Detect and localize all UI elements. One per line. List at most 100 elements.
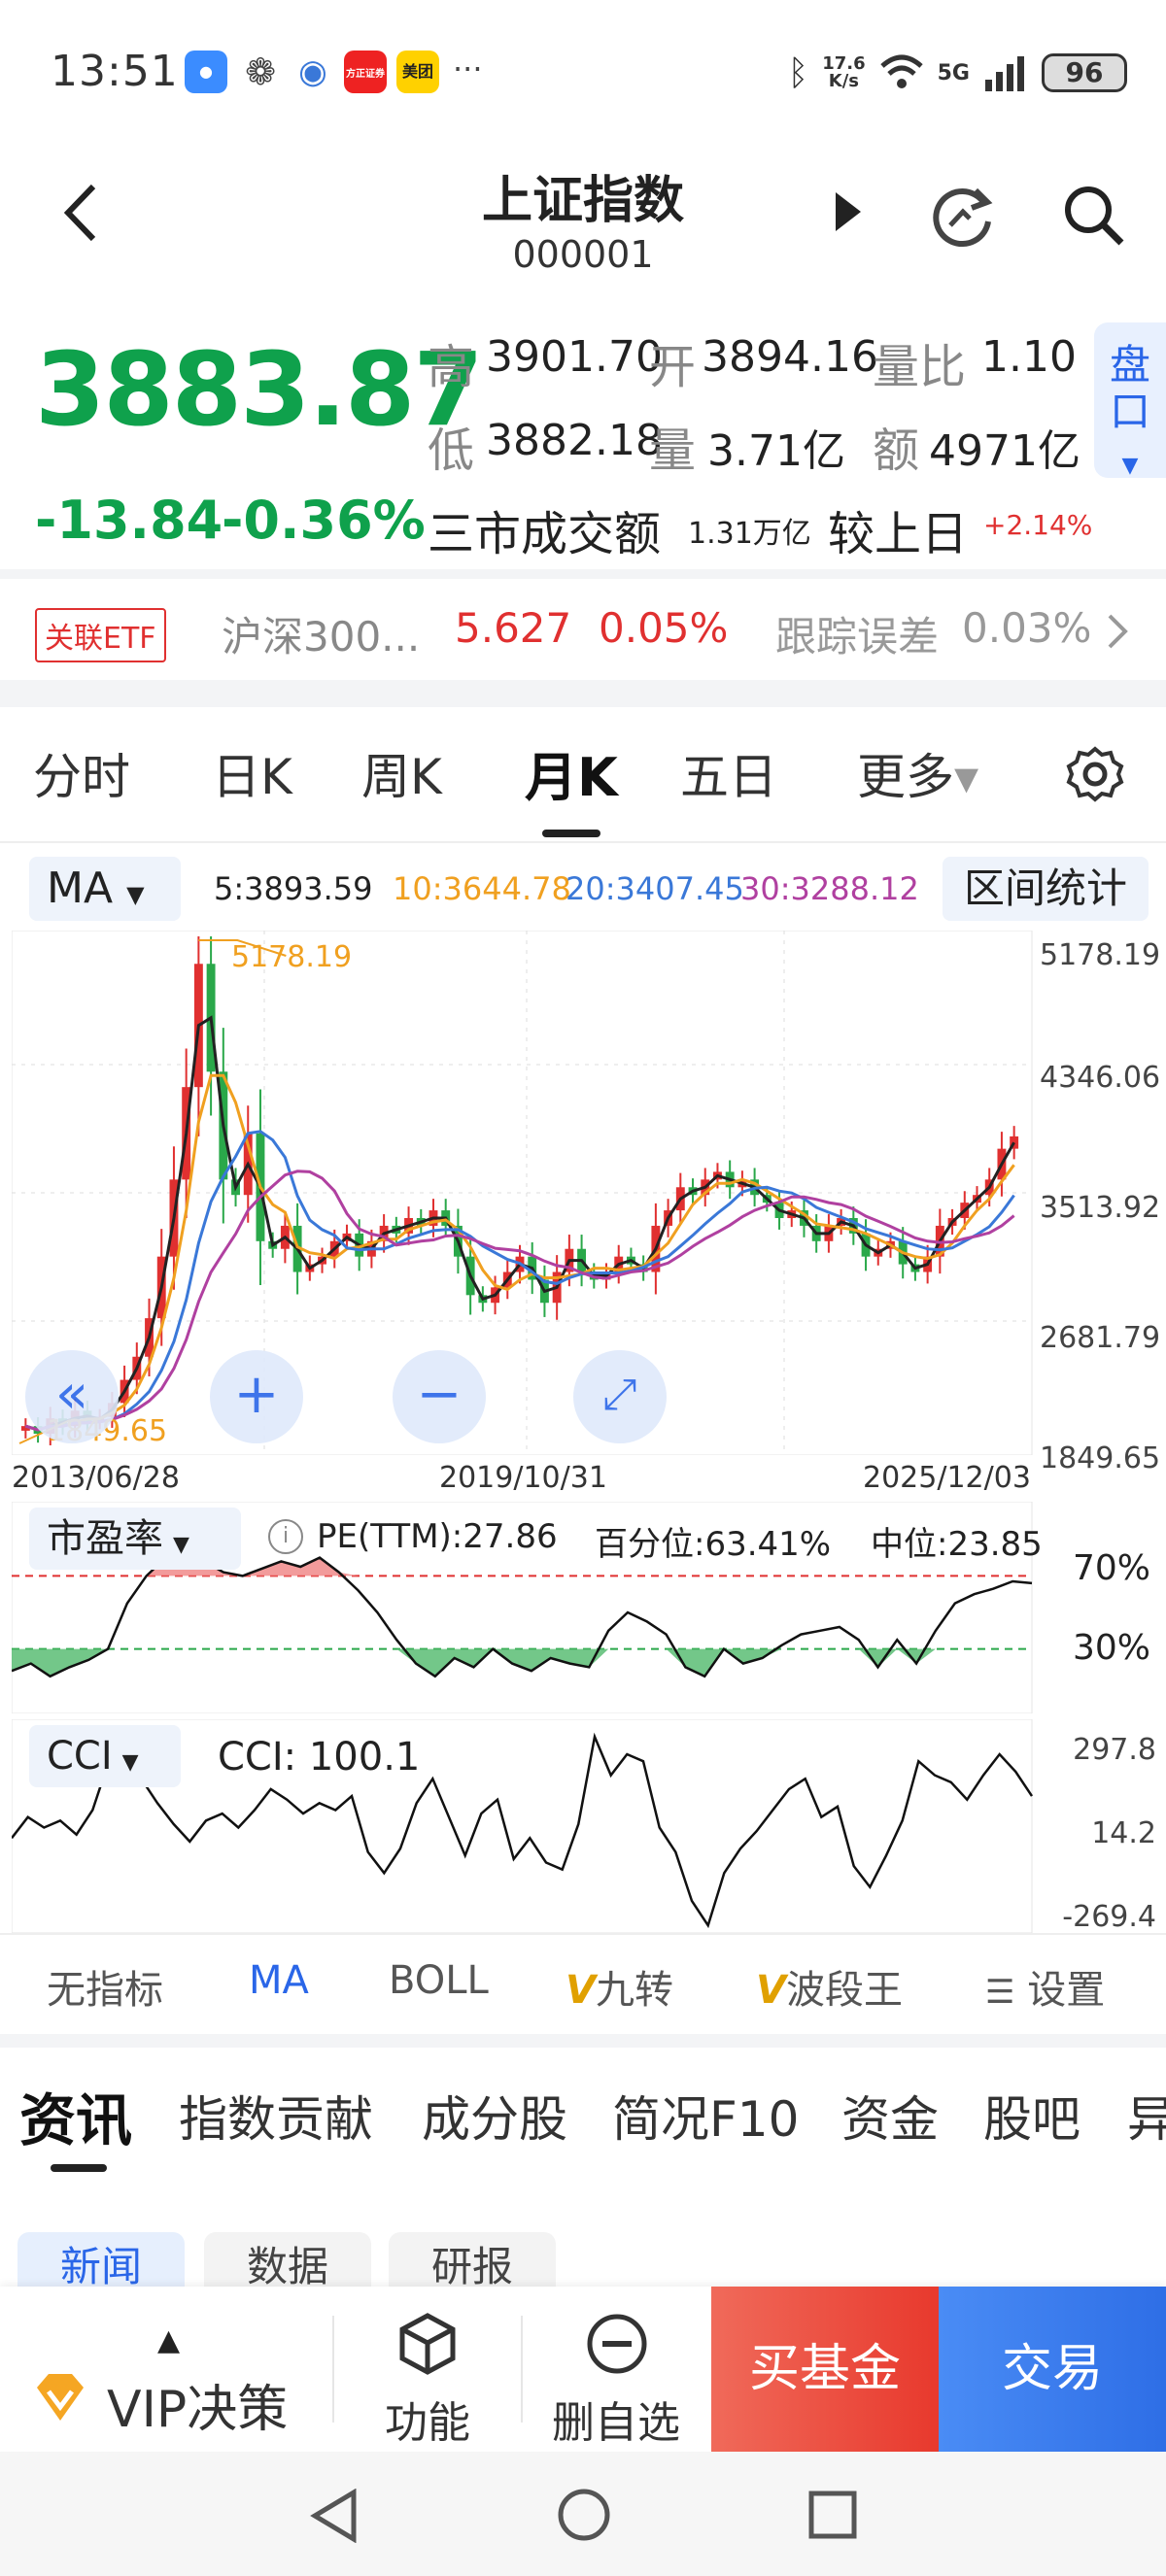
settings-gear-icon[interactable] [1065,744,1125,804]
divider [0,1933,1166,1935]
cci-value: CCI: 100.1 [218,1735,421,1779]
etf-price: 5.627 [455,604,572,652]
ma5-value: 5:3893.59 [214,870,373,907]
pe-median: 中位:23.85 [871,1525,1043,1564]
ma-selector[interactable]: MA ▼ [29,857,181,921]
pe-selector-label: 市盈率 [47,1516,163,1561]
indicator-settings[interactable]: ☰ 设置 [985,1958,1105,2015]
info-tab-3[interactable]: 简况F10 [612,2091,800,2148]
y-tick: 3513.92 [1040,1191,1161,1225]
refresh-icon[interactable] [929,181,997,249]
cci-chart[interactable] [12,1719,1038,1933]
nav-back-icon[interactable] [309,2489,360,2543]
settings-label: 设置 [1027,1968,1106,2013]
signal-icon [985,56,1024,91]
max-label: 5178.19 [231,940,353,974]
qq-icon: ● [185,51,227,93]
v-mark-icon: V [566,1968,596,2013]
function-cube-icon[interactable] [396,2312,459,2376]
indicator-jiuzhuan[interactable]: V九转 [566,1958,673,2015]
volume-label: 量 [649,424,697,478]
volume-ratio-value: 1.10 [981,332,1077,382]
amount-value: 4971亿 [929,426,1080,476]
trade-button[interactable]: 交易 [939,2287,1166,2452]
cci-selector[interactable]: CCI ▼ [29,1725,181,1787]
tab-3[interactable]: 月K [525,747,618,808]
pankou-toggle[interactable]: 盘口 ▼ [1094,322,1166,478]
indicator-ma[interactable]: MA [249,1958,309,2003]
info-icon[interactable]: i [268,1519,303,1554]
page-title: 上证指数 [481,172,684,230]
info-tab-5[interactable]: 股吧 [983,2091,1080,2148]
interval-stats-button[interactable]: 区间统计 [943,857,1149,921]
ma10-value: 10:3644.78 [393,870,571,907]
boduanwang-label: 波段王 [785,1968,903,2013]
tab-1[interactable]: 日K [212,749,292,805]
chevron-right-icon [1108,614,1128,649]
market-turnover-label: 三市成交额 [428,507,662,561]
speed-unit: K/s [828,71,860,91]
zoom-out-icon[interactable]: − [393,1350,486,1443]
next-stock-icon[interactable] [834,190,863,233]
vs-prev-value: +2.14% [983,509,1093,541]
low-value: 3882.18 [486,416,663,465]
caret-up-icon: ▲ [157,2323,181,2357]
search-icon[interactable] [1061,183,1125,247]
ma-line-2 [24,1073,1015,1432]
related-etf-row[interactable]: 关联ETF 沪深300... 5.627 0.05% 跟踪误差 0.03% [0,579,1166,680]
tab-5[interactable]: 更多▾ [857,749,979,805]
info-tab-6[interactable]: 异 [1127,2091,1166,2148]
more-notifications: ··· [453,51,483,87]
pankou-arrow-icon: ▼ [1121,454,1139,478]
info-tab-indicator [51,2164,107,2172]
indicator-none[interactable]: 无指标 [47,1968,163,2013]
nav-home-icon[interactable] [556,2487,612,2543]
buy-fund-button[interactable]: 买基金 [711,2287,939,2452]
function-button[interactable]: 功能 [385,2398,470,2448]
pe-high-area [12,1557,1032,1576]
y-tick: 4346.06 [1040,1061,1161,1095]
dropdown-icon: ▼ [173,1533,189,1557]
fullscreen-icon[interactable]: ⤢ [573,1350,667,1443]
remove-watchlist-icon[interactable] [585,2312,649,2376]
market-turnover-value: 1.31万亿 [688,517,811,551]
tab-0[interactable]: 分时 [33,749,130,805]
remove-watchlist-button[interactable]: 删自选 [552,2398,680,2448]
status-bar: 13:51 ● ❁ ◉ 方正证券 美团 ··· ᛒ 17.6 K/s 5G 96 [0,0,1166,146]
divider [521,2316,523,2423]
nav-recents-icon[interactable] [806,2489,859,2541]
tab-4[interactable]: 五日 [680,749,777,805]
cci-frame [12,1719,1033,1933]
vip-decision-button[interactable]: VIP决策 [107,2381,289,2439]
back-icon[interactable] [62,183,101,243]
zoom-in-icon[interactable]: + [210,1350,303,1443]
price-change-percent: -0.36% [222,490,426,551]
cci-tick: 14.2 [1091,1816,1156,1850]
divider [0,841,1166,843]
info-tab-0[interactable]: 资讯 [19,2087,133,2153]
indicator-boduanwang[interactable]: V波段王 [756,1958,903,2015]
y-tick: 1849.65 [1040,1441,1161,1475]
cci-line [12,1732,1034,1929]
battery-icon: 96 [1042,53,1127,92]
tab-2[interactable]: 周K [361,749,442,805]
wechat-icon: ❁ [245,51,276,93]
tracking-label: 跟踪误差 [775,613,940,661]
divider [332,2316,334,2423]
bluetooth-icon: ᛒ [787,52,809,93]
amount-label: 额 [873,424,920,478]
low-label: 低 [428,424,475,478]
ma-line-4 [24,1169,1015,1432]
info-tab-4[interactable]: 资金 [841,2091,939,2148]
info-tab-2[interactable]: 成分股 [422,2091,567,2148]
y-tick: 5178.19 [1040,938,1161,972]
indicator-boll[interactable]: BOLL [389,1958,489,2003]
kline-chart[interactable] [12,931,1042,1455]
info-tab-1[interactable]: 指数贡献 [179,2091,373,2148]
cci-selector-label: CCI [47,1734,113,1779]
scroll-left-icon[interactable]: « [25,1350,119,1443]
v-mark-icon: V [756,1968,786,2013]
x-tick: 2019/10/31 [439,1461,607,1495]
pe-selector[interactable]: 市盈率 ▼ [29,1508,241,1570]
candle-body [20,1426,30,1431]
